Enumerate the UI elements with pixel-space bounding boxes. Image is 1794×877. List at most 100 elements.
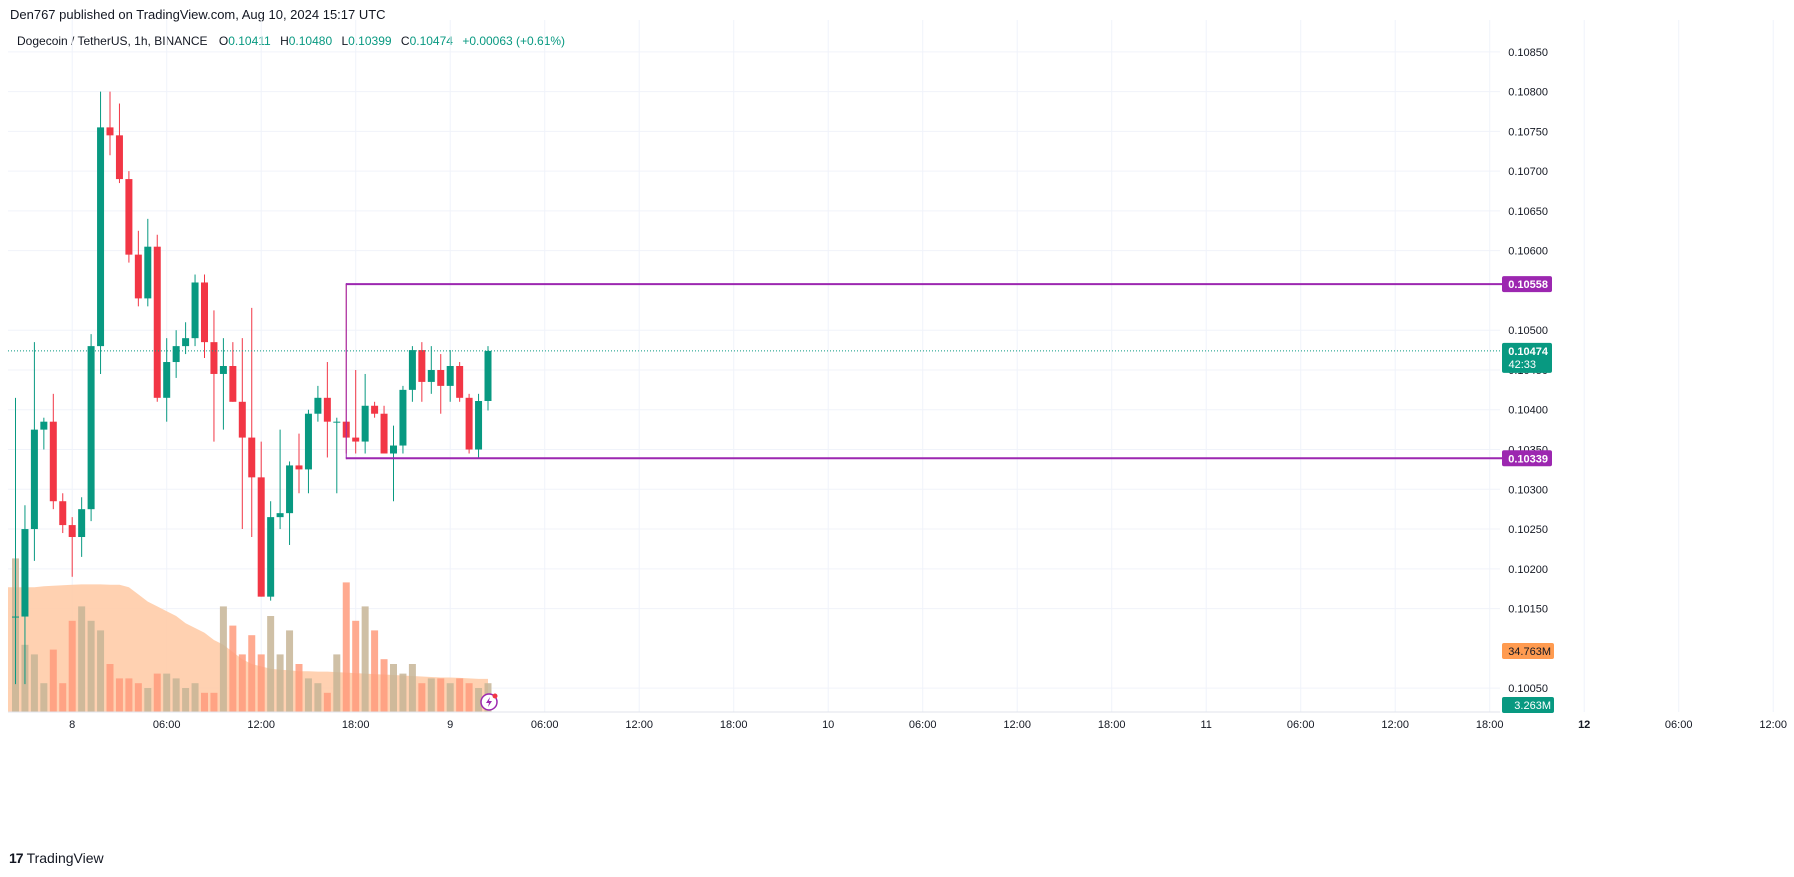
candle	[446, 350, 454, 402]
volume-bar	[276, 654, 284, 712]
candle	[106, 91, 114, 156]
candle-body	[418, 350, 426, 382]
overlay	[480, 693, 498, 711]
candle-body	[21, 529, 29, 617]
candle	[465, 393, 473, 454]
candle-body	[286, 465, 294, 514]
candle	[380, 405, 388, 454]
candle	[191, 274, 199, 347]
volume-current-text: 3.263M	[1514, 700, 1551, 712]
volume-bar	[238, 654, 246, 712]
time-tick-label: 18:00	[1098, 719, 1126, 731]
open-label: O	[218, 34, 229, 48]
high-label: H	[280, 34, 289, 48]
candle	[371, 401, 379, 418]
candle-body	[134, 254, 142, 299]
candle	[248, 307, 256, 538]
volume-bar	[87, 620, 95, 712]
candle-body	[446, 366, 454, 386]
symbol-name[interactable]: Dogecoin / TetherUS, 1h, BINANCE	[17, 34, 208, 48]
volume-bar	[201, 692, 208, 712]
candle	[484, 346, 492, 411]
volume-bar	[456, 678, 464, 712]
volume-bar	[371, 630, 379, 712]
time-tick-label: 12	[1578, 719, 1590, 731]
candle-body	[210, 342, 218, 374]
high-value: 0.10480	[288, 34, 333, 48]
candle	[163, 338, 171, 422]
candle	[49, 393, 57, 510]
candle	[219, 338, 227, 430]
tv-logo-icon: 17	[9, 850, 24, 866]
volume-bar	[125, 678, 133, 712]
volume-bar	[106, 664, 114, 712]
candle	[115, 103, 123, 184]
candle-body	[238, 401, 246, 438]
time-tick-label: 10	[822, 719, 834, 731]
close-label: C	[400, 34, 410, 48]
candle-body	[201, 282, 208, 343]
price-tick-label: 0.10050	[1508, 683, 1548, 695]
volume-bar	[380, 659, 388, 712]
volume-bar	[191, 683, 199, 712]
candle	[456, 362, 464, 402]
candle	[361, 373, 369, 454]
change-value: +0.00063 (+0.61%)	[462, 34, 566, 48]
candle	[40, 417, 48, 450]
candle	[12, 397, 19, 685]
candle-body	[49, 421, 57, 502]
candle	[78, 497, 86, 557]
candle	[437, 354, 445, 414]
candle-body	[191, 282, 199, 339]
grid	[8, 20, 1774, 712]
candle-body	[314, 397, 322, 414]
candle-body	[87, 346, 95, 510]
candle-body	[352, 437, 360, 442]
candle-body	[163, 362, 171, 398]
candle-body	[125, 179, 133, 255]
candle-body	[153, 246, 161, 398]
publisher-info: Den767 published on TradingView.com, Aug…	[10, 7, 386, 22]
time-tick-label: 12:00	[247, 719, 275, 731]
candle-body	[437, 369, 445, 386]
time-tick-label: 06:00	[909, 719, 937, 731]
candle-body	[427, 369, 435, 382]
candle-body	[248, 437, 256, 478]
candle-body	[408, 350, 416, 390]
candle	[201, 274, 208, 359]
volume-bar	[115, 678, 123, 712]
candle-body	[115, 135, 123, 180]
candle	[257, 441, 265, 597]
candle	[352, 369, 360, 454]
candle-body	[399, 389, 407, 446]
time-axis: 8 06:00 12:00 18:00 9 06:00 12:00 18:00 10 06:00 1…	[8, 711, 1787, 731]
volume-bar	[248, 635, 256, 712]
open-value: 0.10411	[228, 34, 271, 48]
price-axis: 0.10850 0.10800 0.10750 0.10700 0.10650 0.106…	[1502, 47, 1554, 713]
candle	[475, 393, 483, 458]
candle	[21, 505, 29, 685]
candle-body	[295, 465, 303, 470]
candle-body	[172, 346, 180, 363]
candle-body	[40, 421, 48, 430]
volume-bar	[408, 664, 416, 712]
candle-body	[78, 509, 86, 538]
candle	[286, 461, 294, 545]
volume-bar	[49, 649, 57, 712]
candle-body	[144, 246, 152, 299]
time-tick-label: 11	[1200, 719, 1211, 731]
price-tick-label: 0.10400	[1508, 405, 1548, 417]
volume-bar	[229, 625, 237, 712]
candle-body	[59, 501, 67, 526]
candle	[97, 91, 105, 374]
tradingview-logo[interactable]: 17 TradingView	[9, 850, 104, 866]
price-tick-label: 0.10300	[1508, 484, 1548, 496]
countdown-text: 42:33	[1508, 359, 1536, 371]
candle	[182, 322, 190, 355]
candle-body	[97, 127, 105, 347]
candle	[59, 493, 67, 534]
candle-body	[456, 366, 464, 398]
candle	[134, 230, 142, 307]
volume-bar	[97, 630, 105, 712]
